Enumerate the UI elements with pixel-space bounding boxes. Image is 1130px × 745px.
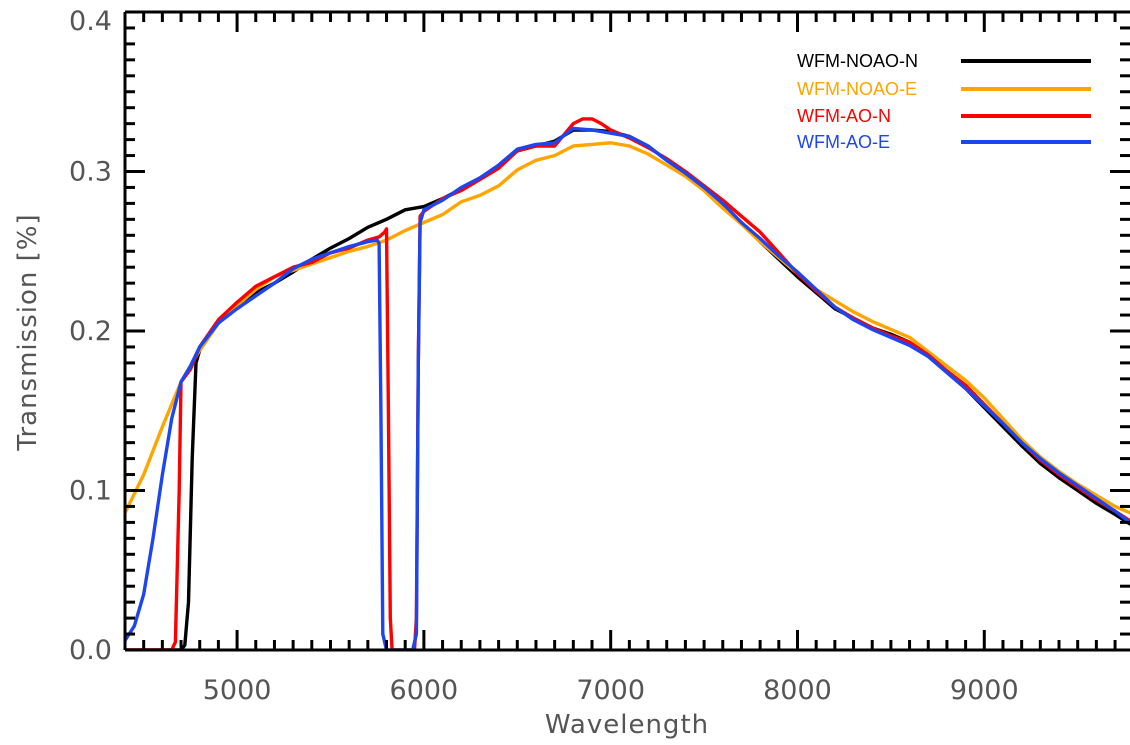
x-tick-label: 5000 [203,675,272,706]
legend-label: WFM-NOAO-N [797,51,918,71]
y-tick-label: 0.0 [69,635,112,666]
x-tick-label: 9000 [950,675,1019,706]
series-layer [125,117,1130,650]
tick-labels-layer: 5000 6000 7000 8000 9000 0.0 0.1 0.2 0.3 0.4 [69,6,1019,706]
y-axis-title: Transmission [%] [13,213,43,451]
y-tick-label: 0.1 [69,476,112,507]
series-line-wfm-ao-e [125,126,1130,650]
x-axis-title: Wavelength [545,710,709,740]
x-tick-label: 6000 [390,675,459,706]
legend-label: WFM-AO-E [797,132,890,152]
legend: WFM-NOAO-N WFM-NOAO-E WFM-AO-N WFM-AO-E [797,51,1091,152]
legend-label: WFM-AO-N [797,106,891,126]
x-tick-label: 8000 [763,675,832,706]
legend-label: WFM-NOAO-E [797,79,917,99]
x-tick-label: 7000 [576,675,645,706]
y-tick-label: 0.3 [69,157,112,188]
ticks-layer [125,12,1130,650]
y-tick-label: 0.4 [69,6,112,37]
y-tick-label: 0.2 [69,316,112,347]
